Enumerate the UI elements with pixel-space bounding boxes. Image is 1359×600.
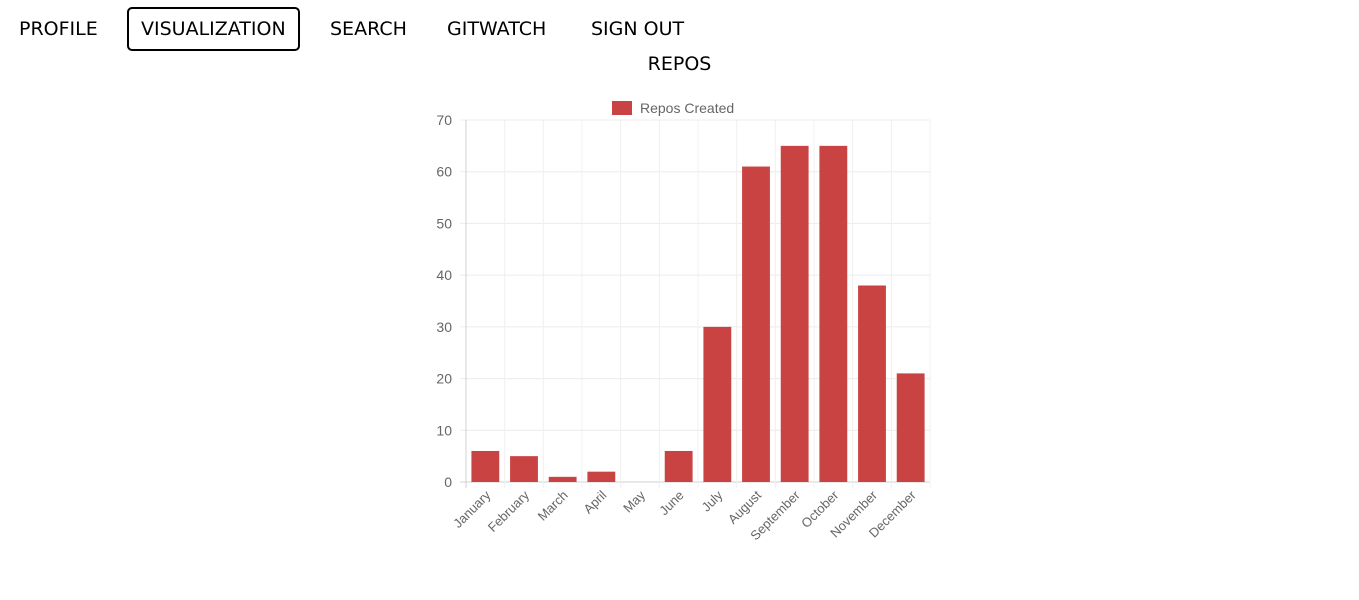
bar-november[interactable]	[858, 285, 886, 482]
bar-september[interactable]	[780, 145, 809, 482]
nav-visualization-link[interactable]: VISUALIZATION	[127, 7, 300, 51]
main-nav: PROFILE VISUALIZATION SEARCH GITWATCH SI…	[0, 7, 1359, 51]
bar-february[interactable]	[510, 456, 538, 482]
x-tick-label: May	[620, 487, 648, 515]
nav-gitwatch-link[interactable]: GITWATCH	[447, 18, 547, 40]
x-tick-label: July	[698, 487, 725, 514]
y-tick-label: 60	[436, 164, 452, 180]
bar-january[interactable]	[471, 450, 500, 482]
x-tick-label: February	[485, 487, 533, 535]
page-title: REPOS	[647, 53, 712, 75]
bar-october[interactable]	[819, 145, 848, 482]
y-tick-label: 10	[436, 422, 452, 438]
x-tick-label: April	[580, 487, 609, 516]
x-tick-label: March	[535, 488, 571, 524]
chart-bars	[471, 145, 925, 482]
legend-swatch	[612, 101, 632, 115]
y-tick-label: 0	[444, 474, 452, 490]
y-tick-label: 50	[436, 215, 452, 231]
chart-legend: Repos Created	[612, 100, 734, 116]
y-tick-label: 40	[436, 267, 452, 283]
y-tick-label: 70	[436, 112, 452, 128]
bar-april[interactable]	[587, 471, 616, 482]
bar-july[interactable]	[703, 326, 732, 482]
bar-august[interactable]	[742, 166, 770, 482]
nav-search-link[interactable]: SEARCH	[330, 18, 407, 40]
bar-march[interactable]	[548, 476, 577, 482]
y-tick-label: 20	[436, 371, 452, 387]
bar-june[interactable]	[664, 450, 693, 482]
nav-profile-link[interactable]: PROFILE	[19, 18, 98, 40]
bar-december[interactable]	[896, 373, 925, 482]
chart-grid	[460, 119, 931, 488]
repos-chart: Repos Created 0 10 20 30 40 50 60 70 January Feb…	[410, 88, 950, 558]
x-tick-label: June	[656, 488, 687, 519]
y-tick-label: 30	[436, 319, 452, 335]
y-axis: 0 10 20 30 40 50 60 70	[436, 112, 452, 490]
legend-label: Repos Created	[640, 100, 734, 116]
nav-sign-out-link[interactable]: SIGN OUT	[591, 18, 685, 40]
